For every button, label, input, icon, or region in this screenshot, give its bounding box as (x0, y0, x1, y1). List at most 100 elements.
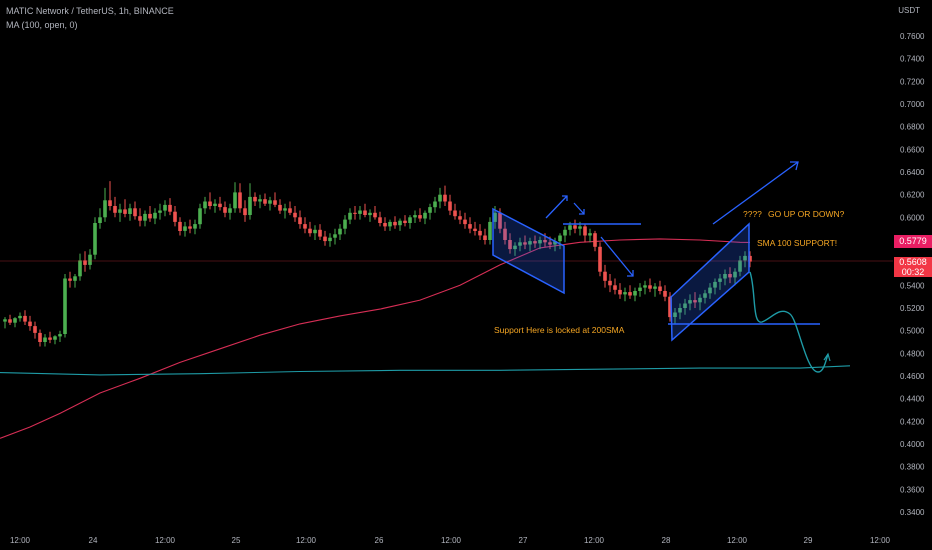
x-tick-label: 24 (89, 536, 98, 545)
candle-body (133, 208, 137, 217)
candle-body (148, 213, 152, 219)
candle-body (373, 212, 377, 218)
candle-body (553, 241, 557, 245)
candle-body (583, 226, 587, 236)
x-tick-label: 26 (375, 536, 384, 545)
last-price-value: 0.5608 (899, 256, 927, 267)
candle-body (498, 212, 502, 229)
candle-body (678, 308, 682, 313)
candle-body (743, 255, 747, 261)
x-tick-label: 12:00 (10, 536, 31, 545)
x-tick-label: 27 (519, 536, 528, 545)
candle-body (383, 223, 387, 227)
candle-body (368, 212, 372, 216)
candle-body (58, 334, 62, 337)
candle-body (698, 297, 702, 303)
candle-body (208, 201, 212, 206)
candle-body (253, 196, 257, 202)
candle-body (513, 245, 517, 250)
candle-body (288, 208, 292, 213)
candle-body (563, 229, 567, 236)
y-tick-label: 0.5000 (900, 327, 925, 336)
candle-body (623, 292, 627, 295)
candle-body (748, 255, 752, 262)
candle-body (203, 201, 207, 209)
candle-body (163, 204, 167, 211)
candle-body (103, 200, 107, 218)
candle-body (73, 276, 77, 281)
x-tick-label: 12:00 (155, 536, 176, 545)
projection-path (749, 271, 829, 373)
x-tick-label: 12:00 (296, 536, 317, 545)
candle-body (738, 260, 742, 272)
y-tick-label: 0.6800 (900, 123, 925, 132)
up-arrow-head (562, 195, 568, 201)
candle-body (603, 271, 607, 281)
candle-body (483, 235, 487, 240)
candle-body (63, 278, 67, 334)
candle-body (53, 336, 57, 340)
y-tick-label: 0.6200 (900, 191, 925, 200)
candle-body (528, 241, 532, 245)
candle-body (568, 225, 572, 230)
candle-body (493, 212, 497, 222)
candle-body (458, 216, 462, 220)
candle-body (88, 254, 92, 265)
candle-body (298, 217, 302, 225)
x-tick-label: 12:00 (584, 536, 605, 545)
x-tick-label: 12:00 (870, 536, 891, 545)
x-tick-label: 12:00 (727, 536, 748, 545)
last-price-badge: 0.5608 00:32 (894, 256, 932, 277)
candle-body (328, 237, 332, 242)
symbol-title[interactable]: MATIC Network / TetherUS, 1h, BINANCE (6, 6, 174, 16)
candle-body (708, 287, 712, 294)
candle-body (668, 296, 672, 318)
candle-body (38, 332, 42, 342)
y-tick-label: 0.7200 (900, 77, 925, 86)
candle-body (433, 201, 437, 208)
candle-body (663, 291, 667, 297)
y-tick-label: 0.6400 (900, 168, 925, 177)
candle-body (618, 289, 622, 295)
candle-body (643, 285, 647, 288)
candle-body (113, 206, 117, 213)
candle-body (243, 208, 247, 216)
candle-body (268, 200, 272, 204)
candle-body (558, 235, 562, 242)
y-tick-label: 0.7600 (900, 32, 925, 41)
candle-body (378, 217, 382, 223)
y-tick-label: 0.4400 (900, 395, 925, 404)
candle-body (508, 240, 512, 250)
candle-body (128, 208, 132, 214)
candle-body (138, 216, 142, 221)
candle-body (423, 212, 427, 219)
falling-channel (492, 207, 565, 295)
candle-body (478, 230, 482, 236)
candle-body (628, 292, 632, 296)
candle-body (608, 280, 612, 286)
candle-body (673, 312, 677, 317)
candle-body (533, 241, 537, 244)
candle-body (183, 226, 187, 231)
candle-body (393, 221, 397, 226)
candle-body (403, 220, 407, 223)
indicator-legend[interactable]: MA (100, open, 0) (6, 20, 78, 30)
candlestick-layer (3, 181, 752, 347)
y-tick-label: 0.7000 (900, 100, 925, 109)
candle-body (48, 337, 52, 340)
candle-body (213, 203, 217, 206)
ma-value-badge: 0.5779 (894, 235, 932, 249)
go-up-or-down-text: GO UP OR DOWN? (768, 209, 845, 219)
candle-body (728, 274, 732, 278)
sma-support-text: SMA 100 SUPPORT! (757, 238, 837, 248)
candle-body (598, 246, 602, 272)
candle-body (713, 281, 717, 288)
candle-body (638, 287, 642, 291)
candle-body (578, 226, 582, 229)
candle-body (308, 228, 312, 234)
y-tick-label: 0.3800 (900, 463, 925, 472)
down-arrow-line-1 (573, 202, 585, 215)
candle-body (238, 192, 242, 209)
y-tick-label: 0.3600 (900, 485, 925, 494)
